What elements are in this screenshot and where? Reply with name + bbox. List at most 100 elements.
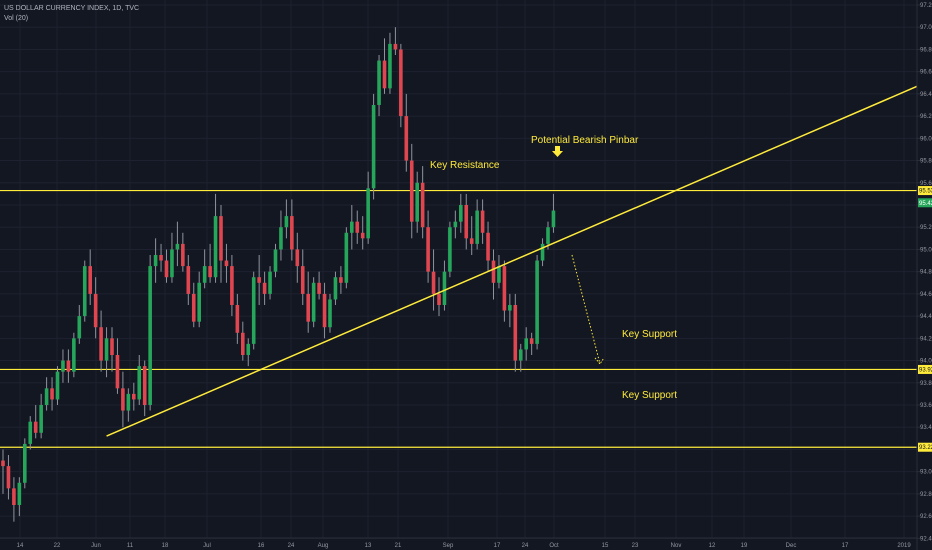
candle-down: [6, 466, 11, 489]
candle-up: [448, 227, 452, 272]
candle-down: [93, 293, 98, 328]
time-axis[interactable]: 14 22 Jun 11 18 Jul 16 24 Aug 13 21 Sep 17 24 Oct 15 23 N…: [17, 543, 912, 549]
candle-down: [426, 227, 430, 272]
candle-down: [290, 216, 294, 250]
time-tick-label: Dec: [786, 543, 797, 549]
time-tick-label: 24: [288, 543, 295, 549]
candle-down: [208, 266, 212, 278]
candle-up: [61, 360, 65, 372]
price-tick-label: 93.80: [920, 381, 932, 387]
annotation-text[interactable]: Key Resistance: [430, 160, 500, 171]
candle-down: [235, 305, 240, 333]
candle-up: [137, 366, 142, 400]
time-tick-label: Nov: [671, 543, 682, 549]
time-tick-label: 19: [741, 543, 748, 549]
candle-up: [17, 482, 22, 505]
candle-up: [333, 277, 338, 300]
annotation-text[interactable]: Key Support: [622, 329, 677, 340]
candle-down: [33, 421, 38, 433]
price-tag-box: [918, 198, 932, 208]
price-tick-label: 96.40: [920, 92, 932, 98]
candle-down: [88, 266, 92, 294]
time-tick-label: Jul: [203, 543, 211, 549]
price-tick-label: 94.40: [920, 314, 932, 320]
candle-up: [170, 249, 174, 278]
candle-up: [268, 271, 272, 294]
time-tick-label: 21: [395, 543, 402, 549]
time-tick-label: 15: [602, 543, 609, 549]
price-tick-label: 93.00: [920, 470, 932, 476]
time-tick-label: Aug: [318, 543, 329, 549]
candle-down: [99, 327, 103, 361]
candle-up: [213, 216, 218, 278]
candle-down: [420, 182, 425, 228]
price-tick-label: 95.00: [920, 247, 932, 253]
price-tick-label: 95.80: [920, 159, 932, 165]
candle-down: [322, 293, 327, 328]
candle-up: [551, 210, 556, 228]
price-tick-label: 94.20: [920, 336, 932, 342]
rising-trendline[interactable]: [106, 85, 918, 437]
volume-indicator-label[interactable]: Vol (20): [4, 15, 29, 22]
price-tag-label: 93.22: [919, 445, 932, 451]
projection-arrow-line[interactable]: [571, 254, 601, 365]
chart-legend[interactable]: US DOLLAR CURRENCY INDEX, 1D, TVC Vol (2…: [4, 4, 139, 24]
candle-up: [540, 243, 545, 261]
price-tick-label: 92.60: [920, 514, 932, 520]
candle-down: [1, 460, 5, 467]
price-tag-label: 95.53: [919, 189, 932, 195]
candle-down: [159, 255, 163, 261]
time-tick-label: 13: [365, 543, 372, 549]
candle-down: [142, 366, 147, 405]
candle-down: [115, 355, 120, 389]
candle-up: [350, 221, 354, 233]
candle-down: [186, 266, 191, 294]
time-tick-label: 17: [842, 543, 849, 549]
candle-up: [246, 343, 251, 355]
time-tick-label: 22: [54, 543, 61, 549]
time-tick-label: Jun: [91, 543, 101, 549]
candle-down: [409, 160, 414, 222]
time-tick-label: 12: [709, 543, 716, 549]
candle-up: [508, 305, 512, 311]
candle-down: [295, 249, 300, 267]
candle-up: [453, 221, 458, 228]
annotation-text[interactable]: Key Support: [622, 390, 677, 401]
candle-down: [339, 277, 343, 283]
candle-up: [153, 255, 158, 267]
candle-up: [104, 338, 109, 361]
price-tick-label: 96.00: [920, 136, 932, 142]
symbol-label[interactable]: US DOLLAR CURRENCY INDEX, 1D, TVC: [4, 5, 140, 12]
candle-up: [197, 282, 201, 322]
annotation-text[interactable]: Potential Bearish Pinbar: [531, 135, 639, 146]
candle-down: [230, 266, 234, 305]
candle-down: [399, 49, 403, 117]
candle-down: [437, 293, 441, 305]
candle-up: [23, 443, 27, 483]
pinbar-arrow-icon: [552, 146, 563, 157]
candle-up: [251, 277, 256, 344]
candle-down: [300, 266, 305, 294]
candle-up: [546, 227, 550, 244]
candle-up: [311, 282, 316, 322]
price-tick-label: 96.60: [920, 70, 932, 76]
candle-up: [279, 227, 283, 250]
candle-up: [366, 188, 370, 239]
candle-down: [393, 43, 398, 50]
candle-up: [497, 266, 501, 283]
price-tick-label: 94.80: [920, 270, 932, 276]
candle-up: [28, 421, 33, 444]
candle-up: [175, 243, 180, 250]
time-tick-label: Oct: [549, 543, 559, 549]
candle-up: [475, 210, 479, 244]
price-tag-label: 93.92: [919, 367, 932, 373]
price-tick-label: 93.60: [920, 403, 932, 409]
candle-down: [480, 210, 485, 233]
candlestick-series: [1, 27, 556, 522]
candle-down: [181, 243, 185, 267]
candle-down: [404, 116, 409, 161]
candle-up: [518, 349, 523, 361]
time-tick-label: 16: [258, 543, 265, 549]
